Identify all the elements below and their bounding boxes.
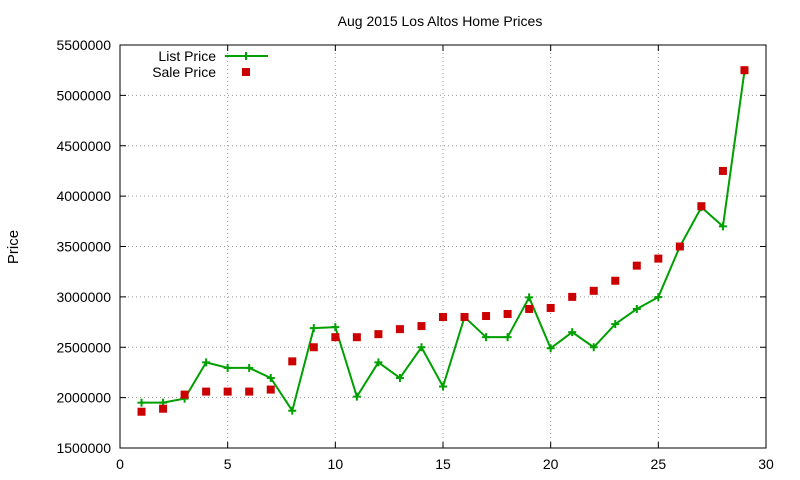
list-price-line bbox=[141, 71, 746, 414]
sale-price-point bbox=[697, 202, 706, 211]
list-price-point bbox=[546, 344, 555, 353]
list-price-point bbox=[611, 320, 620, 329]
x-tick-label: 0 bbox=[116, 456, 124, 472]
y-tick-label: 3500000 bbox=[56, 239, 111, 255]
list-price-point bbox=[374, 358, 383, 367]
legend-label-sale-price: Sale Price bbox=[152, 64, 216, 80]
sale-price-point bbox=[288, 357, 297, 366]
x-tick-label: 10 bbox=[328, 456, 344, 472]
x-tick-label: 20 bbox=[543, 456, 559, 472]
sale-price-point bbox=[331, 333, 340, 342]
sale-price-point bbox=[417, 322, 426, 331]
sale-price-point bbox=[180, 390, 189, 399]
list-price-point bbox=[568, 328, 577, 337]
sale-price-point bbox=[611, 276, 620, 285]
sale-price-point bbox=[525, 304, 534, 313]
sale-price-point bbox=[568, 292, 577, 301]
sale-price-point bbox=[395, 325, 404, 334]
x-tick-label: 15 bbox=[435, 456, 451, 472]
sale-price-point bbox=[202, 387, 211, 396]
x-tick-label: 5 bbox=[224, 456, 232, 472]
sale-price-point bbox=[159, 404, 168, 413]
sale-price-point bbox=[223, 387, 232, 396]
legend: List Price Sale Price bbox=[152, 48, 268, 80]
sale-price-point bbox=[266, 385, 275, 394]
sale-price-point bbox=[460, 313, 469, 322]
sale-price-point bbox=[352, 333, 361, 342]
sale-price-point bbox=[740, 66, 749, 75]
y-tick-label: 4500000 bbox=[56, 138, 111, 154]
list-price-point bbox=[654, 293, 663, 302]
legend-marker-list-price bbox=[242, 52, 250, 60]
series-layer bbox=[137, 66, 749, 416]
list-price-point bbox=[589, 343, 598, 352]
sale-price-point bbox=[309, 343, 318, 352]
y-tick-label: 1500000 bbox=[56, 440, 111, 456]
sale-price-point bbox=[503, 310, 512, 319]
sale-price-point bbox=[589, 286, 598, 295]
list-price-point bbox=[202, 358, 211, 367]
y-tick-label: 5500000 bbox=[56, 37, 111, 53]
y-tick-label: 3000000 bbox=[56, 289, 111, 305]
sale-price-point bbox=[718, 166, 727, 175]
sale-price-point bbox=[675, 242, 684, 251]
sale-price-point bbox=[482, 312, 491, 321]
list-price-point bbox=[503, 333, 512, 342]
sale-price-point bbox=[546, 303, 555, 312]
sale-price-point bbox=[439, 313, 447, 322]
y-tick-label: 4000000 bbox=[56, 188, 111, 204]
chart-title: Aug 2015 Los Altos Home Prices bbox=[338, 13, 543, 29]
list-price-point bbox=[352, 392, 361, 401]
x-tick-label: 25 bbox=[651, 456, 667, 472]
list-price-point bbox=[718, 222, 727, 231]
list-price-point bbox=[266, 373, 275, 382]
x-tick-label: 30 bbox=[758, 456, 774, 472]
y-tick-label: 5000000 bbox=[56, 87, 111, 103]
sale-price-point bbox=[632, 261, 641, 270]
axis-ticks: 0 5 10 15 20 25 30 1500000 2000000 2500000 3000000… bbox=[56, 37, 774, 472]
y-tick-label: 2500000 bbox=[56, 339, 111, 355]
list-price-point bbox=[245, 363, 254, 372]
sale-price-point bbox=[654, 254, 663, 263]
list-price-point bbox=[417, 343, 426, 352]
list-price-point bbox=[309, 324, 318, 333]
list-price-point bbox=[632, 304, 641, 313]
legend-marker-sale-price bbox=[242, 68, 250, 76]
sale-price-point bbox=[245, 387, 254, 396]
legend-label-list-price: List Price bbox=[158, 48, 216, 64]
y-tick-label: 2000000 bbox=[56, 390, 111, 406]
list-price-point bbox=[137, 398, 146, 407]
list-price-point bbox=[525, 293, 534, 302]
sale-price-point bbox=[137, 407, 146, 416]
list-price-point bbox=[288, 406, 297, 415]
list-price-point bbox=[223, 363, 232, 372]
sale-price-point bbox=[374, 330, 383, 339]
list-price-point bbox=[482, 333, 491, 342]
list-price-point bbox=[331, 323, 340, 332]
list-price-point bbox=[439, 382, 447, 391]
y-axis-label: Price bbox=[5, 230, 22, 264]
list-price-point bbox=[395, 373, 404, 382]
